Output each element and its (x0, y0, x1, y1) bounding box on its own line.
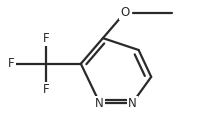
Text: O: O (120, 6, 130, 19)
Text: N: N (128, 97, 137, 110)
Text: F: F (43, 32, 50, 45)
Text: F: F (43, 83, 50, 96)
Text: F: F (8, 57, 15, 70)
Text: N: N (95, 97, 104, 110)
